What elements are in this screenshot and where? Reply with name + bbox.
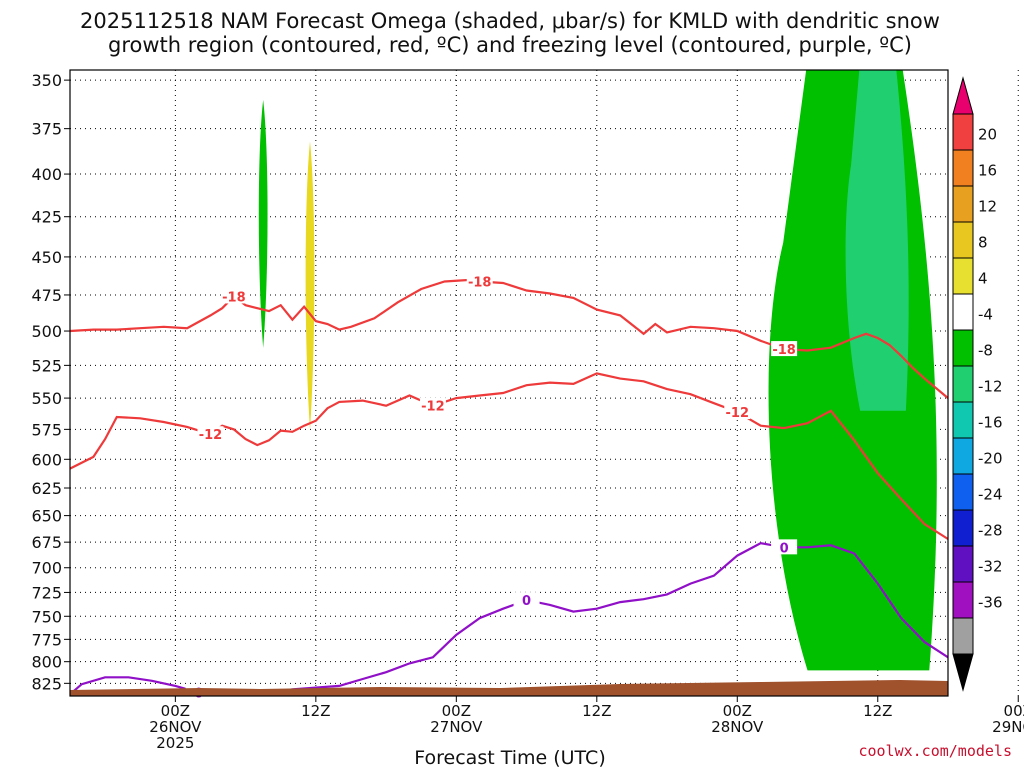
- y-tick-label: 700: [31, 559, 62, 578]
- contour-label: -12: [421, 400, 445, 415]
- contour-label-bg: [466, 273, 493, 289]
- x-tick-label: 2025: [156, 734, 194, 752]
- x-tick-label: 28NOV: [711, 718, 764, 736]
- y-tick-label: 525: [31, 356, 62, 375]
- y-tick-label: 775: [31, 630, 62, 649]
- omega-region-1: [305, 141, 315, 430]
- plot-area: -18-18-18-12-12-12000 350375400425450475…: [31, 69, 1024, 752]
- contour-label-bg: [513, 592, 540, 608]
- colorbar-segment: [952, 437, 974, 475]
- contour-label-bg: [771, 341, 798, 357]
- y-tick-label: 675: [31, 533, 62, 552]
- colorbar-segment: [952, 149, 974, 187]
- omega-colorbar: 20 16 12 8 4 -4 -8 -12 -16 -20 -24 -28 -32 -36: [952, 76, 1003, 692]
- contour-label-bg: [197, 426, 224, 442]
- contour-line--12: [70, 372, 948, 541]
- contour-label: -18: [772, 343, 796, 358]
- colorbar-segment: [952, 365, 974, 403]
- x-tick-label: 00Z: [723, 702, 752, 720]
- colorbar-label: -28: [978, 522, 1003, 540]
- contour-label-bg: [771, 539, 798, 555]
- terrain-ground: [70, 680, 948, 696]
- y-tick-label: 400: [31, 165, 62, 184]
- colorbar-segment: [952, 329, 974, 367]
- colorbar-label: -4: [978, 306, 993, 324]
- contour-label: -18: [468, 275, 492, 290]
- colorbar-label: 8: [978, 234, 988, 252]
- y-tick-label: 625: [31, 479, 62, 498]
- contour-lines: -18-18-18-12-12-12000: [70, 273, 948, 702]
- contour-label-bg: [220, 288, 247, 304]
- contour-label: -12: [726, 406, 750, 421]
- colorbar-label: -8: [978, 342, 993, 360]
- x-tick-label: 00Z: [442, 702, 471, 720]
- contour-label: 0: [780, 541, 789, 556]
- colorbar-segment: [952, 509, 974, 547]
- y-tick-label: 725: [31, 583, 62, 602]
- colorbar-label: -24: [978, 486, 1003, 504]
- colorbar-segment: [952, 473, 974, 511]
- colorbar-segment: [952, 545, 974, 583]
- colorbar-segment: [952, 293, 974, 331]
- colorbar-segment: [952, 257, 974, 295]
- contour-label: -18: [222, 290, 246, 305]
- contour-label: 0: [522, 594, 531, 609]
- x-tick-label: 12Z: [582, 702, 611, 720]
- colorbar-bottom-arrow: [952, 653, 974, 692]
- colorbar-label: -12: [978, 378, 1003, 396]
- colorbar-top-arrow: [952, 76, 974, 115]
- y-tick-label: 550: [31, 389, 62, 408]
- colorbar-segment: [952, 185, 974, 223]
- y-tick-label: 375: [31, 120, 62, 139]
- chart-title-line-1: 2025112518 NAM Forecast Omega (shaded, μ…: [80, 9, 940, 33]
- y-tick-label: 450: [31, 248, 62, 267]
- y-tick-label: 825: [31, 674, 62, 693]
- colorbar-segment: [952, 401, 974, 439]
- colorbar-segment: [952, 581, 974, 619]
- y-tick-label: 600: [31, 450, 62, 469]
- x-tick-label: 12Z: [301, 702, 330, 720]
- y-tick-label: 800: [31, 653, 62, 672]
- contour-label-bg: [724, 404, 751, 420]
- colorbar-label: 12: [978, 198, 997, 216]
- contour-line--18: [70, 278, 948, 400]
- x-axis-ticks: 00Z26NOV202512Z00Z27NOV12Z00Z28NOV12Z00Z…: [149, 696, 1024, 752]
- y-tick-label: 500: [31, 322, 62, 341]
- y-tick-label: 350: [31, 71, 62, 90]
- y-tick-label: 425: [31, 208, 62, 227]
- colorbar-segment: [952, 221, 974, 259]
- colorbar-segment: [952, 617, 974, 655]
- colorbar-label: -16: [978, 414, 1003, 432]
- omega-region-0: [258, 99, 268, 348]
- y-tick-label: 575: [31, 420, 62, 439]
- x-tick-label: 12Z: [863, 702, 892, 720]
- plot-frame: [69, 69, 949, 697]
- colorbar-label: 16: [978, 162, 997, 180]
- x-tick-label: 26NOV: [149, 718, 202, 736]
- colorbar-label: -36: [978, 594, 1003, 612]
- x-tick-label: 29NOV: [992, 718, 1024, 736]
- colorbar-label: -32: [978, 558, 1003, 576]
- y-tick-label: 750: [31, 607, 62, 626]
- colorbar-segment: [952, 113, 974, 151]
- chart-title-line-2: growth region (contoured, red, ºC) and f…: [108, 33, 912, 57]
- credit-text: coolwx.com/models: [858, 742, 1012, 760]
- x-axis-label: Forecast Time (UTC): [414, 747, 605, 768]
- contour-label-bg: [419, 397, 446, 413]
- x-tick-label: 00Z: [161, 702, 190, 720]
- x-tick-label: 00Z: [1004, 702, 1024, 720]
- x-tick-label: 27NOV: [430, 718, 483, 736]
- omega-shading: [258, 70, 937, 671]
- y-tick-label: 650: [31, 507, 62, 526]
- colorbar-label: 4: [978, 270, 988, 288]
- y-tick-label: 475: [31, 286, 62, 305]
- contour-label: -12: [199, 428, 223, 443]
- colorbar-label: 20: [978, 126, 997, 144]
- omega-region-3: [845, 70, 909, 411]
- y-axis-ticks: 350 375 400 425 450 475 500 525 550 575 600 625 650 6…: [31, 71, 70, 693]
- colorbar-label: -20: [978, 450, 1003, 468]
